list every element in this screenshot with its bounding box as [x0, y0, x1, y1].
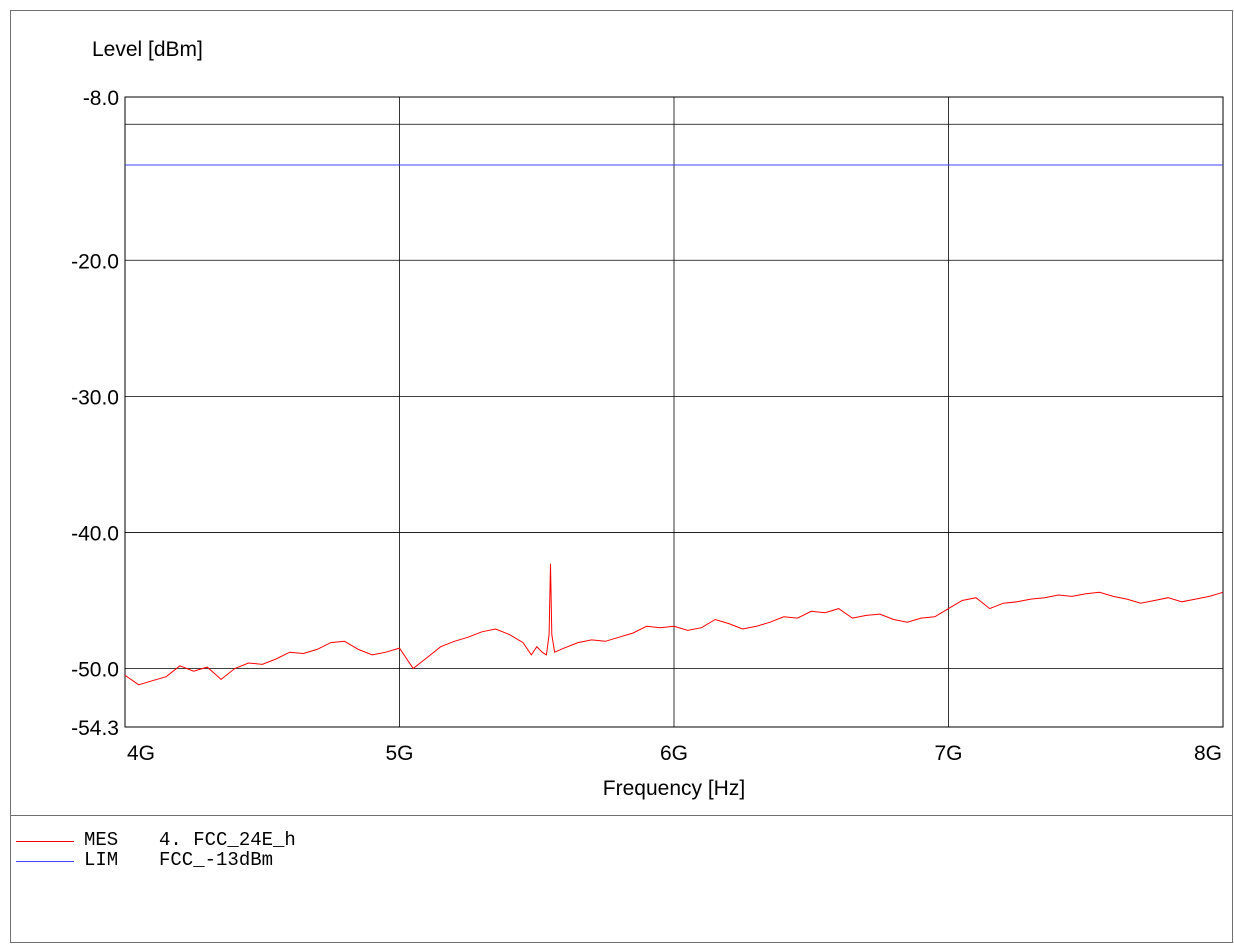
legend-separator [10, 815, 1233, 816]
series-line-mes [124, 563, 1224, 686]
legend-line-lim [16, 861, 74, 862]
x-tick-label: 7G [934, 742, 962, 765]
y-axis-label: Level [dBm] [92, 38, 203, 61]
y-tick-label: -50.0 [71, 658, 119, 681]
chart-plot-area: -8.0 -20.0 -30.0 -40.0 -50.0 -54.3 4G 5G 6G 7G 8G L… [71, 38, 1224, 800]
legend-tag-lim: LIM [84, 849, 119, 871]
chart-frame [10, 10, 1233, 943]
y-tick-label: -20.0 [71, 250, 119, 273]
y-tick-label: -30.0 [71, 386, 119, 409]
x-tick-label: 4G [127, 742, 155, 765]
legend-tag-mes: MES [84, 829, 119, 851]
y-tick-label: -8.0 [83, 87, 119, 110]
y-tick-label: -40.0 [71, 522, 119, 545]
x-axis-label: Frequency [Hz] [603, 777, 745, 800]
x-tick-label: 6G [660, 742, 688, 765]
legend-line-mes [16, 841, 74, 842]
y-tick-label: -54.3 [71, 717, 119, 740]
legend-name-lim: FCC_-13dBm [159, 849, 274, 871]
x-tick-label: 8G [1194, 742, 1222, 765]
legend-name-mes: 4. FCC_24E_h [159, 829, 296, 851]
x-tick-label: 5G [385, 742, 413, 765]
